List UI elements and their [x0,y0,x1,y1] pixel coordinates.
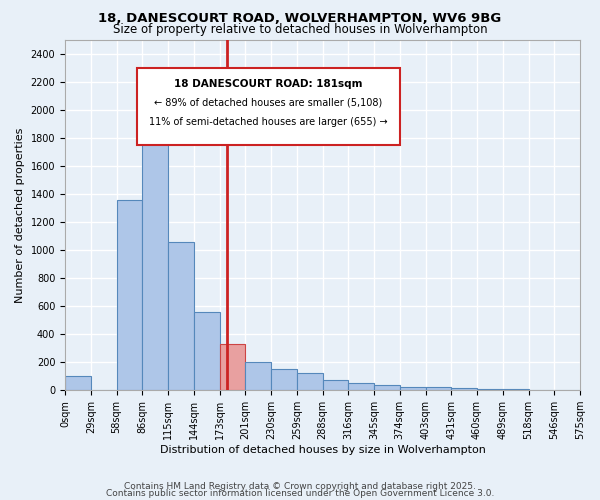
Text: ← 89% of detached houses are smaller (5,108): ← 89% of detached houses are smaller (5,… [154,98,383,108]
Bar [503,389,529,390]
FancyBboxPatch shape [137,68,400,145]
Text: 18 DANESCOURT ROAD: 181sqm: 18 DANESCOURT ROAD: 181sqm [174,78,362,88]
Bar [323,380,348,390]
X-axis label: Distribution of detached houses by size in Wolverhampton: Distribution of detached houses by size … [160,445,485,455]
Bar [220,344,245,390]
Bar [168,242,194,390]
Text: Contains public sector information licensed under the Open Government Licence 3.: Contains public sector information licen… [106,489,494,498]
Bar [142,124,168,390]
Bar [451,388,477,390]
Text: 18, DANESCOURT ROAD, WOLVERHAMPTON, WV6 9BG: 18, DANESCOURT ROAD, WOLVERHAMPTON, WV6 … [98,12,502,26]
Bar [425,388,451,390]
Bar [116,200,142,390]
Bar [194,312,220,390]
Bar [297,374,323,390]
Bar [374,386,400,390]
Bar [477,389,503,390]
Bar [65,376,91,390]
Y-axis label: Number of detached properties: Number of detached properties [15,128,25,303]
Bar [400,386,425,390]
Text: Size of property relative to detached houses in Wolverhampton: Size of property relative to detached ho… [113,22,487,36]
Text: Contains HM Land Registry data © Crown copyright and database right 2025.: Contains HM Land Registry data © Crown c… [124,482,476,491]
Text: 11% of semi-detached houses are larger (655) →: 11% of semi-detached houses are larger (… [149,117,388,127]
Bar [271,369,297,390]
Bar [348,383,374,390]
Bar [245,362,271,390]
